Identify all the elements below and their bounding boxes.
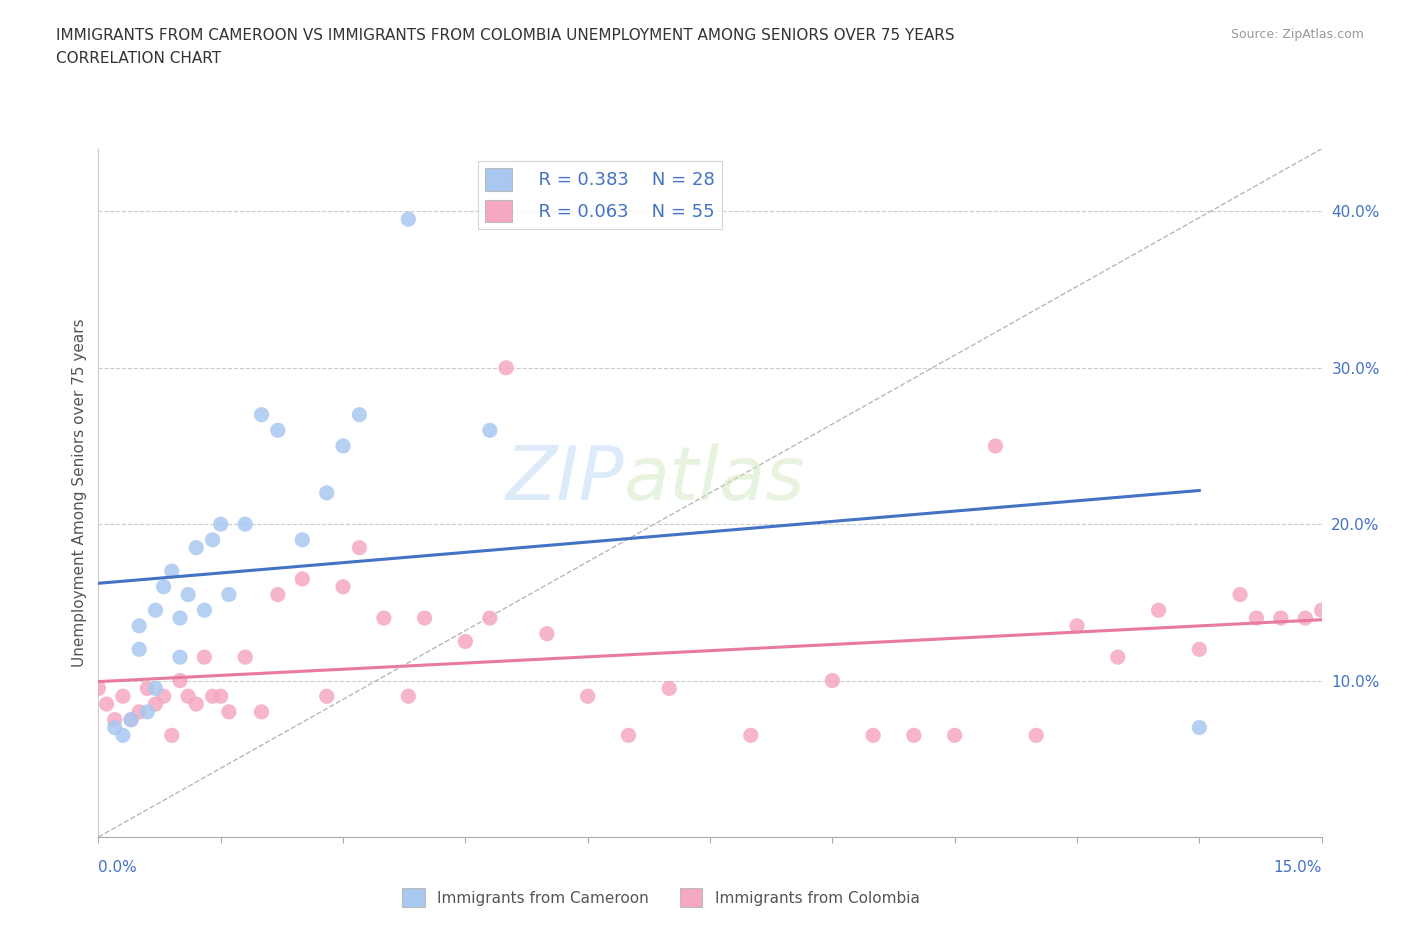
Point (1246, 611, 1268, 626)
Point (169, 673, 191, 688)
Point (177, 587, 200, 602)
Point (218, 704, 240, 719)
Point (478, 423, 501, 438)
Point (1392, 587, 1406, 602)
Point (136, 681, 159, 696)
Point (267, 587, 290, 602)
Point (943, 728, 966, 743)
Point (233, 650, 256, 665)
Point (454, 634, 477, 649)
Point (201, 532, 224, 547)
Point (332, 439, 354, 454)
Point (128, 618, 150, 633)
Point (903, 728, 925, 743)
Point (396, 689, 419, 704)
Point (111, 728, 134, 743)
Text: atlas: atlas (624, 443, 806, 515)
Point (315, 689, 337, 704)
Text: Source: ZipAtlas.com: Source: ZipAtlas.com (1230, 28, 1364, 41)
Point (1343, 603, 1365, 618)
Point (267, 423, 290, 438)
Point (87, 681, 110, 696)
Point (104, 720, 127, 735)
Point (128, 642, 150, 657)
Point (332, 579, 354, 594)
Point (233, 517, 256, 532)
Y-axis label: Unemployment Among Seniors over 75 years: Unemployment Among Seniors over 75 years (72, 319, 87, 667)
Point (315, 485, 337, 500)
Text: 0.0%: 0.0% (98, 860, 138, 875)
Point (96, 697, 118, 711)
Point (169, 650, 191, 665)
Point (1375, 603, 1398, 618)
Point (478, 611, 501, 626)
Point (120, 712, 142, 727)
Point (218, 587, 240, 602)
Point (1327, 611, 1350, 626)
Point (349, 540, 371, 555)
Legend:   R = 0.383    N = 28,   R = 0.063    N = 55: R = 0.383 N = 28, R = 0.063 N = 55 (478, 161, 721, 229)
Point (193, 603, 215, 618)
Point (250, 704, 273, 719)
Point (1294, 611, 1316, 626)
Legend: Immigrants from Cameroon, Immigrants from Colombia: Immigrants from Cameroon, Immigrants fro… (396, 883, 925, 913)
Point (1229, 587, 1251, 602)
Point (111, 689, 134, 704)
Point (193, 650, 215, 665)
Point (1025, 728, 1047, 743)
Point (201, 689, 224, 704)
Point (291, 571, 314, 587)
Point (160, 564, 183, 578)
Point (1310, 603, 1333, 618)
Text: ZIP: ZIP (506, 443, 624, 515)
Point (136, 704, 159, 719)
Point (152, 579, 174, 594)
Point (1066, 618, 1088, 633)
Point (617, 728, 640, 743)
Point (984, 439, 1007, 454)
Point (145, 697, 167, 711)
Point (740, 728, 762, 743)
Point (1107, 650, 1129, 665)
Point (291, 532, 314, 547)
Point (413, 611, 436, 626)
Point (145, 681, 167, 696)
Text: 15.0%: 15.0% (1274, 860, 1322, 875)
Point (1360, 595, 1382, 610)
Point (1147, 603, 1170, 618)
Point (658, 681, 681, 696)
Point (821, 673, 844, 688)
Point (209, 689, 232, 704)
Text: CORRELATION CHART: CORRELATION CHART (56, 51, 221, 66)
Point (250, 407, 273, 422)
Point (177, 689, 200, 704)
Point (104, 712, 127, 727)
Point (145, 603, 167, 618)
Point (495, 360, 517, 375)
Point (862, 728, 884, 743)
Point (349, 407, 371, 422)
Point (128, 704, 150, 719)
Point (209, 517, 232, 532)
Point (169, 611, 191, 626)
Point (373, 611, 395, 626)
Point (1270, 611, 1292, 626)
Text: IMMIGRANTS FROM CAMEROON VS IMMIGRANTS FROM COLOMBIA UNEMPLOYMENT AMONG SENIORS : IMMIGRANTS FROM CAMEROON VS IMMIGRANTS F… (56, 28, 955, 43)
Point (152, 689, 174, 704)
Point (1188, 642, 1211, 657)
Point (160, 728, 183, 743)
Point (1188, 720, 1211, 735)
Point (536, 626, 558, 641)
Point (396, 212, 419, 227)
Point (186, 540, 208, 555)
Point (576, 689, 599, 704)
Point (120, 712, 142, 727)
Point (186, 697, 208, 711)
